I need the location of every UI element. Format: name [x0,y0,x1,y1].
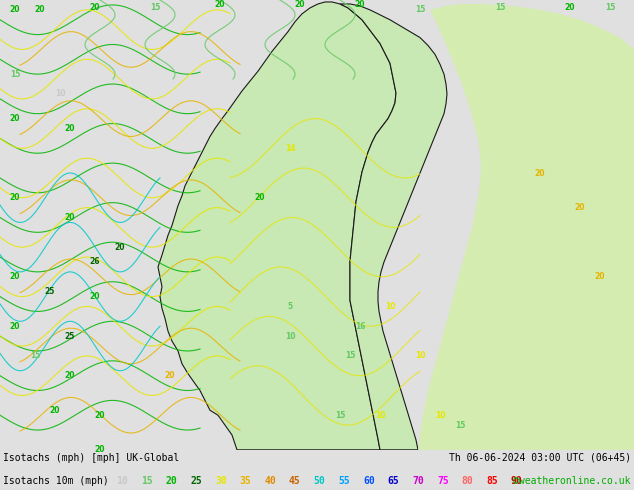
Text: 15: 15 [415,5,425,14]
Text: 35: 35 [240,476,252,486]
Text: 20: 20 [295,0,305,9]
Text: 26: 26 [90,257,100,267]
Text: 10: 10 [285,332,295,341]
Text: 85: 85 [486,476,498,486]
Text: 15: 15 [495,3,505,12]
Text: 20: 20 [165,371,175,380]
Text: 60: 60 [363,476,375,486]
Text: 20: 20 [115,243,126,252]
Text: 30: 30 [215,476,227,486]
Text: 15: 15 [335,411,345,420]
Text: 20: 20 [90,292,100,301]
Text: 15: 15 [150,3,160,12]
Text: 20: 20 [575,203,585,212]
Text: 20: 20 [565,3,575,12]
Text: 15: 15 [345,351,355,361]
Text: 25: 25 [65,332,75,341]
Text: 20: 20 [65,371,75,380]
Text: 20: 20 [65,124,75,133]
Text: Isotachs (mph) [mph] UK-Global: Isotachs (mph) [mph] UK-Global [3,453,179,463]
Text: 10: 10 [375,411,385,420]
Text: ©weatheronline.co.uk: ©weatheronline.co.uk [514,476,631,486]
Text: 10: 10 [415,351,425,361]
Text: 20: 20 [65,213,75,222]
Text: 20: 20 [49,406,60,415]
Text: 20: 20 [94,411,105,420]
Polygon shape [158,2,396,450]
Text: 16: 16 [355,322,365,331]
Text: 20: 20 [595,272,605,281]
Text: 20: 20 [534,169,545,177]
Text: 25: 25 [190,476,202,486]
Text: 20: 20 [165,476,178,486]
Text: 15: 15 [30,351,40,361]
Text: 5: 5 [287,302,292,311]
Text: Th 06-06-2024 03:00 UTC (06+45): Th 06-06-2024 03:00 UTC (06+45) [449,453,631,463]
Polygon shape [418,4,634,450]
Text: 55: 55 [339,476,350,486]
Text: 25: 25 [45,287,55,296]
Text: 50: 50 [314,476,325,486]
Text: 20: 20 [10,193,20,202]
Text: 70: 70 [412,476,424,486]
Text: 40: 40 [264,476,276,486]
Text: 20: 20 [10,5,20,14]
Text: 20: 20 [355,0,365,9]
Text: 10: 10 [385,302,395,311]
Text: 20: 20 [10,322,20,331]
Text: 15: 15 [10,70,20,79]
Text: 20: 20 [10,272,20,281]
Text: 10: 10 [435,411,445,420]
Text: 45: 45 [289,476,301,486]
Text: 65: 65 [387,476,399,486]
Text: 15: 15 [605,3,615,12]
Text: 20: 20 [255,193,265,202]
Text: 10: 10 [55,89,65,98]
Text: 10: 10 [117,476,128,486]
Text: 14: 14 [285,144,295,153]
Text: Isotachs 10m (mph): Isotachs 10m (mph) [3,476,109,486]
Text: 75: 75 [437,476,449,486]
Text: 80: 80 [462,476,474,486]
Text: 15: 15 [455,420,465,430]
Text: 20: 20 [215,0,225,9]
Text: 20: 20 [94,445,105,454]
Text: 90: 90 [511,476,522,486]
Text: 15: 15 [141,476,153,486]
Text: 20: 20 [35,5,45,14]
Polygon shape [340,4,447,450]
Text: 20: 20 [10,114,20,123]
Text: 20: 20 [90,3,100,12]
